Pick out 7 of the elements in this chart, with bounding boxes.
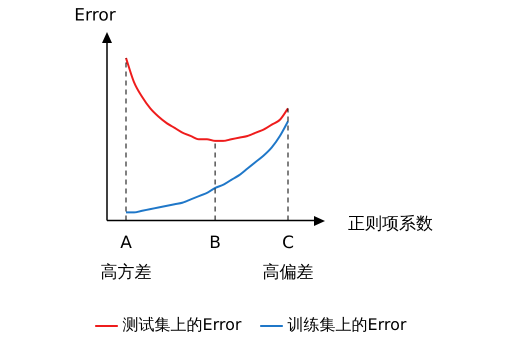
legend-label: 训练集上的Error bbox=[288, 315, 407, 334]
legend-label: 测试集上的Error bbox=[122, 315, 242, 334]
x-tick-label: C 高偏差 bbox=[262, 232, 314, 283]
y-axis-title: Error bbox=[74, 5, 116, 26]
x-tick-label: B bbox=[209, 232, 221, 253]
x-tick-label: A 高方差 bbox=[100, 232, 152, 283]
x-axis-title: 正则项系数 bbox=[348, 214, 433, 234]
